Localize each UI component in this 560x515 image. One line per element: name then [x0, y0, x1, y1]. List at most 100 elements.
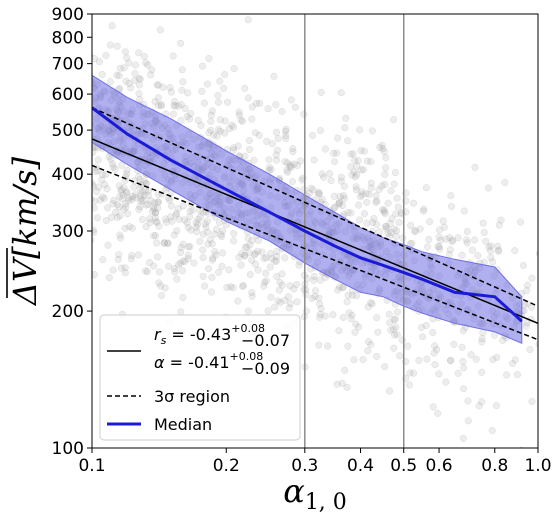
scatter-point	[311, 287, 320, 295]
scatter-point	[223, 283, 231, 291]
scatter-point	[276, 298, 284, 307]
scatter-point	[378, 182, 386, 190]
scatter-point	[373, 314, 381, 322]
scatter-point	[397, 210, 405, 218]
scatter-point	[171, 97, 179, 106]
scatter-point	[155, 198, 163, 206]
scatter-point	[105, 274, 113, 282]
scatter-point	[244, 94, 252, 102]
scatter-point	[340, 192, 348, 200]
scatter-point	[78, 158, 85, 165]
scatter-point	[245, 137, 253, 145]
scatter-point	[343, 383, 351, 391]
y-tick-label: 400	[52, 165, 84, 185]
scatter-point	[382, 222, 390, 231]
scatter-point	[447, 356, 455, 364]
scatter-point	[390, 316, 398, 324]
scatter-point	[271, 303, 279, 311]
scatter-point	[239, 281, 248, 290]
scatter-point	[345, 309, 353, 317]
scatter-point	[136, 184, 144, 192]
scatter-point	[317, 88, 325, 96]
scatter-point	[140, 191, 148, 199]
scatter-point	[406, 369, 414, 377]
scatter-point	[393, 227, 401, 235]
scatter-point	[104, 241, 112, 249]
scatter-point	[237, 261, 245, 269]
scatter-point	[113, 200, 121, 209]
y-tick-label: 300	[52, 222, 84, 242]
scatter-point	[174, 102, 183, 110]
scatter-point	[386, 319, 394, 327]
scatter-point	[100, 194, 108, 202]
scatter-point	[115, 72, 123, 80]
scatter-point	[478, 398, 486, 406]
scatter-point	[509, 360, 517, 368]
scatter-point	[392, 323, 400, 331]
scatter-point	[199, 208, 207, 216]
scatter-point	[416, 225, 424, 233]
scatter-point	[157, 101, 166, 109]
legend-fit-alpha: α = -0.41+0.08	[154, 350, 263, 372]
scatter-point	[404, 342, 412, 350]
scatter-point	[374, 328, 382, 336]
scatter-point	[528, 397, 536, 406]
scatter-point	[266, 250, 275, 258]
scatter-point	[115, 251, 123, 259]
scatter-point	[320, 173, 328, 181]
scatter-point	[372, 198, 380, 206]
scatter-point	[183, 112, 191, 120]
scatter-point	[331, 158, 339, 166]
scatter-point	[207, 111, 215, 119]
y-tick-label: 800	[52, 28, 84, 48]
scatter-point	[140, 178, 148, 186]
scatter-point	[209, 254, 217, 262]
scatter-point	[286, 282, 294, 290]
scatter-point	[147, 197, 155, 205]
scatter-point	[137, 197, 145, 205]
scatter-point	[151, 199, 159, 207]
scatter-point	[166, 84, 174, 92]
scatter-point	[435, 243, 443, 251]
scatter-point	[96, 196, 104, 204]
scatter-point	[227, 283, 235, 291]
scatter-point	[219, 249, 227, 257]
scatter-point	[381, 180, 389, 189]
scatter-point	[213, 132, 221, 140]
scatter-point	[92, 55, 99, 63]
scatter-point	[337, 177, 345, 185]
scatter-point	[194, 116, 202, 124]
scatter-point	[263, 137, 271, 145]
scatter-point	[167, 213, 175, 221]
scatter-point	[175, 215, 183, 223]
scatter-point	[513, 371, 522, 379]
scatter-point	[290, 160, 298, 168]
scatter-point	[136, 203, 144, 211]
scatter-point	[464, 417, 472, 425]
legend-fit-rs: rs = -0.43+0.08	[154, 322, 265, 347]
scatter-point	[488, 427, 496, 435]
scatter-point	[201, 282, 209, 290]
scatter-point	[235, 111, 243, 119]
scatter-point	[501, 178, 509, 187]
scatter-point	[353, 162, 361, 170]
scatter-point	[300, 110, 308, 118]
scatter-point	[495, 246, 503, 254]
scatter-point	[120, 184, 128, 192]
scatter-point	[154, 81, 163, 89]
scatter-point	[274, 297, 282, 305]
scatter-point	[98, 70, 106, 78]
scatter-point	[467, 351, 475, 359]
scatter-point	[489, 356, 497, 364]
scatter-point	[92, 226, 97, 234]
scatter-point	[351, 157, 359, 165]
scatter-point	[207, 117, 215, 125]
scatter-point	[405, 381, 413, 389]
scatter-point	[311, 292, 319, 300]
scatter-point	[93, 187, 101, 195]
scatter-point	[485, 243, 493, 251]
scatter-point	[422, 184, 430, 192]
scatter-point	[121, 48, 129, 56]
scatter-point	[310, 272, 318, 280]
scatter-point	[218, 262, 226, 270]
